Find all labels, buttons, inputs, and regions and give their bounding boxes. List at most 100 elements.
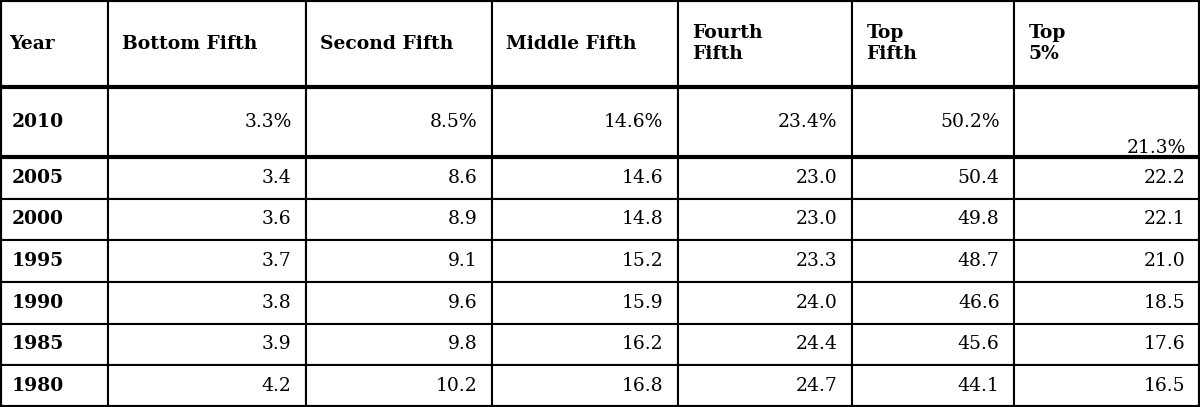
Bar: [108, 199, 306, 240]
Bar: [306, 240, 492, 282]
Text: 4.2: 4.2: [262, 377, 292, 395]
Text: 14.6: 14.6: [622, 169, 664, 187]
Text: Second Fifth: Second Fifth: [320, 35, 454, 53]
Bar: [306, 157, 492, 199]
Text: 49.8: 49.8: [958, 210, 1000, 228]
Bar: [678, 324, 852, 365]
Bar: [108, 324, 306, 365]
Text: Bottom Fifth: Bottom Fifth: [122, 35, 258, 53]
Bar: [1014, 0, 1200, 88]
Bar: [1014, 365, 1200, 407]
Text: 3.7: 3.7: [262, 252, 292, 270]
Text: 2005: 2005: [12, 169, 64, 187]
Text: 23.0: 23.0: [796, 210, 838, 228]
Text: 46.6: 46.6: [958, 294, 1000, 312]
Text: 2010: 2010: [12, 113, 64, 131]
Bar: [0, 199, 108, 240]
Bar: [108, 88, 306, 157]
Bar: [852, 157, 1014, 199]
Text: Middle Fifth: Middle Fifth: [506, 35, 637, 53]
Bar: [678, 88, 852, 157]
Text: 45.6: 45.6: [958, 335, 1000, 353]
Bar: [306, 282, 492, 324]
Text: 22.2: 22.2: [1144, 169, 1186, 187]
Bar: [0, 0, 108, 88]
Bar: [108, 0, 306, 88]
Text: 48.7: 48.7: [958, 252, 1000, 270]
Bar: [678, 240, 852, 282]
Bar: [852, 0, 1014, 88]
Bar: [306, 324, 492, 365]
Text: Top
Fifth: Top Fifth: [866, 24, 917, 63]
Bar: [852, 88, 1014, 157]
Text: 9.1: 9.1: [448, 252, 478, 270]
Bar: [1014, 282, 1200, 324]
Bar: [492, 240, 678, 282]
Text: 10.2: 10.2: [436, 377, 478, 395]
Text: 1990: 1990: [12, 294, 64, 312]
Bar: [306, 0, 492, 88]
Bar: [306, 199, 492, 240]
Bar: [108, 240, 306, 282]
Text: 16.8: 16.8: [622, 377, 664, 395]
Text: Top
5%: Top 5%: [1028, 24, 1066, 63]
Text: 24.4: 24.4: [796, 335, 838, 353]
Text: 24.7: 24.7: [796, 377, 838, 395]
Bar: [0, 240, 108, 282]
Bar: [492, 324, 678, 365]
Text: 21.0: 21.0: [1144, 252, 1186, 270]
Text: Fourth
Fifth: Fourth Fifth: [692, 24, 763, 63]
Text: 3.4: 3.4: [262, 169, 292, 187]
Bar: [1014, 157, 1200, 199]
Bar: [492, 88, 678, 157]
Bar: [852, 240, 1014, 282]
Text: 21.3%: 21.3%: [1127, 139, 1186, 157]
Text: 3.9: 3.9: [262, 335, 292, 353]
Bar: [678, 365, 852, 407]
Text: 8.6: 8.6: [448, 169, 478, 187]
Text: 14.8: 14.8: [622, 210, 664, 228]
Text: 15.9: 15.9: [622, 294, 664, 312]
Bar: [1014, 88, 1200, 157]
Text: 23.4%: 23.4%: [778, 113, 838, 131]
Bar: [492, 199, 678, 240]
Text: 16.5: 16.5: [1144, 377, 1186, 395]
Text: 15.2: 15.2: [622, 252, 664, 270]
Bar: [1014, 324, 1200, 365]
Text: 9.6: 9.6: [448, 294, 478, 312]
Text: 23.0: 23.0: [796, 169, 838, 187]
Text: 8.9: 8.9: [448, 210, 478, 228]
Bar: [678, 199, 852, 240]
Bar: [1014, 199, 1200, 240]
Text: 3.8: 3.8: [262, 294, 292, 312]
Bar: [0, 365, 108, 407]
Text: 2000: 2000: [12, 210, 64, 228]
Bar: [108, 282, 306, 324]
Text: 1995: 1995: [12, 252, 64, 270]
Bar: [852, 365, 1014, 407]
Bar: [108, 365, 306, 407]
Text: 50.2%: 50.2%: [940, 113, 1000, 131]
Bar: [492, 0, 678, 88]
Text: 17.6: 17.6: [1144, 335, 1186, 353]
Bar: [852, 324, 1014, 365]
Bar: [1014, 240, 1200, 282]
Text: 22.1: 22.1: [1144, 210, 1186, 228]
Text: 44.1: 44.1: [958, 377, 1000, 395]
Bar: [492, 365, 678, 407]
Text: Year: Year: [10, 35, 55, 53]
Text: 9.8: 9.8: [448, 335, 478, 353]
Text: 23.3: 23.3: [796, 252, 838, 270]
Bar: [108, 157, 306, 199]
Text: 3.6: 3.6: [262, 210, 292, 228]
Bar: [306, 365, 492, 407]
Bar: [0, 282, 108, 324]
Text: 50.4: 50.4: [958, 169, 1000, 187]
Bar: [0, 157, 108, 199]
Bar: [678, 157, 852, 199]
Bar: [0, 88, 108, 157]
Bar: [852, 282, 1014, 324]
Bar: [492, 282, 678, 324]
Bar: [678, 0, 852, 88]
Bar: [306, 88, 492, 157]
